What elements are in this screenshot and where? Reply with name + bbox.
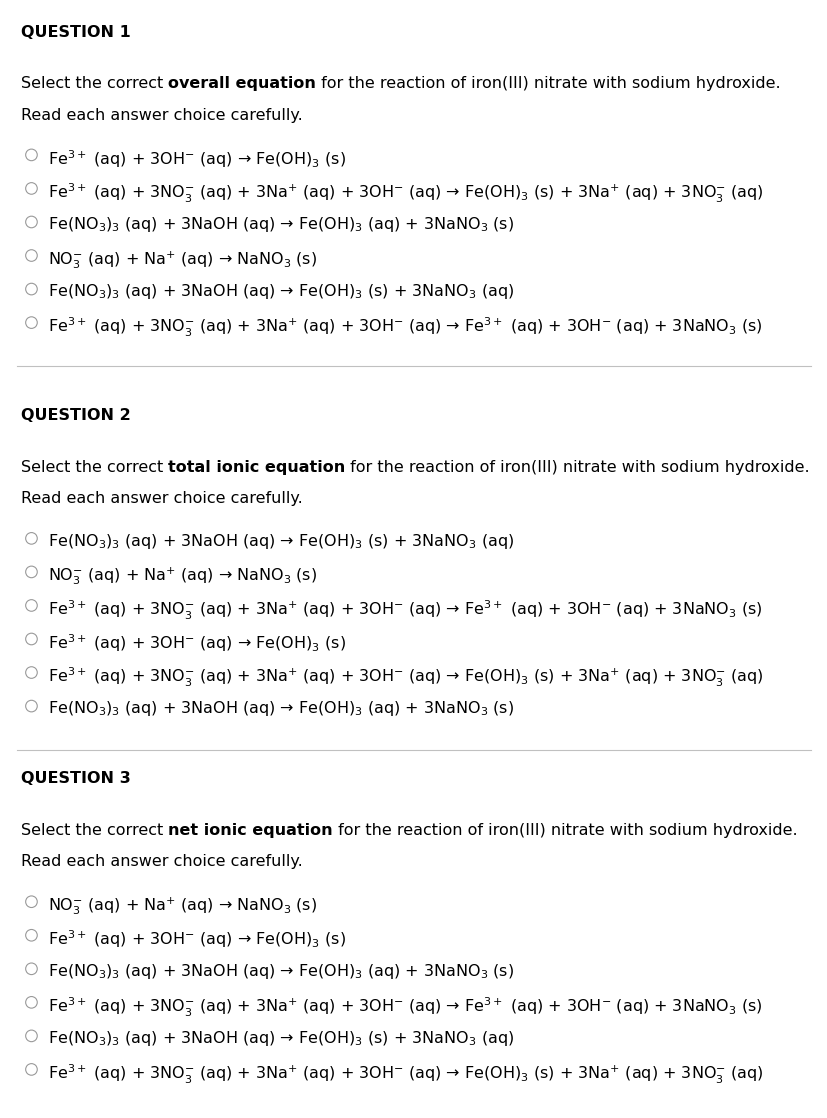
Text: QUESTION 1: QUESTION 1 [21,25,131,39]
Text: NO$_3^{-}$ (aq) + Na$^{+}$ (aq) → NaNO$_3$ (s): NO$_3^{-}$ (aq) + Na$^{+}$ (aq) → NaNO$_… [48,249,317,271]
Text: Fe$^{3+}$ (aq) + 3OH$^{-}$ (aq) → Fe(OH)$_3$ (s): Fe$^{3+}$ (aq) + 3OH$^{-}$ (aq) → Fe(OH)… [48,633,346,654]
Text: NO$_3^{-}$ (aq) + Na$^{+}$ (aq) → NaNO$_3$ (s): NO$_3^{-}$ (aq) + Na$^{+}$ (aq) → NaNO$_… [48,896,317,917]
Text: QUESTION 3: QUESTION 3 [21,771,131,786]
Text: Fe$^{3+}$ (aq) + 3OH$^{-}$ (aq) → Fe(OH)$_3$ (s): Fe$^{3+}$ (aq) + 3OH$^{-}$ (aq) → Fe(OH)… [48,149,346,170]
Text: QUESTION 2: QUESTION 2 [21,408,131,423]
Text: for the reaction of iron(III) nitrate with sodium hydroxide.: for the reaction of iron(III) nitrate wi… [316,76,780,92]
Text: total ionic equation: total ionic equation [168,459,345,475]
Text: NO$_3^{-}$ (aq) + Na$^{+}$ (aq) → NaNO$_3$ (s): NO$_3^{-}$ (aq) + Na$^{+}$ (aq) → NaNO$_… [48,566,317,587]
Text: Fe$^{3+}$ (aq) + 3NO$_3^{-}$ (aq) + 3Na$^{+}$ (aq) + 3OH$^{-}$ (aq) → Fe(OH)$_3$: Fe$^{3+}$ (aq) + 3NO$_3^{-}$ (aq) + 3Na$… [48,666,762,689]
Text: net ionic equation: net ionic equation [168,823,332,838]
Text: Fe$^{3+}$ (aq) + 3NO$_3^{-}$ (aq) + 3Na$^{+}$ (aq) + 3OH$^{-}$ (aq) → Fe(OH)$_3$: Fe$^{3+}$ (aq) + 3NO$_3^{-}$ (aq) + 3Na$… [48,182,762,205]
Text: Fe$^{3+}$ (aq) + 3NO$_3^{-}$ (aq) + 3Na$^{+}$ (aq) + 3OH$^{-}$ (aq) → Fe$^{3+}$ : Fe$^{3+}$ (aq) + 3NO$_3^{-}$ (aq) + 3Na$… [48,599,762,622]
Text: Read each answer choice carefully.: Read each answer choice carefully. [21,491,302,506]
Text: Read each answer choice carefully.: Read each answer choice carefully. [21,107,302,123]
Text: Fe$^{3+}$ (aq) + 3NO$_3^{-}$ (aq) + 3Na$^{+}$ (aq) + 3OH$^{-}$ (aq) → Fe(OH)$_3$: Fe$^{3+}$ (aq) + 3NO$_3^{-}$ (aq) + 3Na$… [48,1063,762,1086]
Text: overall equation: overall equation [168,76,316,92]
Text: Fe(NO$_3$)$_3$ (aq) + 3NaOH (aq) → Fe(OH)$_3$ (s) + 3NaNO$_3$ (aq): Fe(NO$_3$)$_3$ (aq) + 3NaOH (aq) → Fe(OH… [48,1030,514,1049]
Text: for the reaction of iron(III) nitrate with sodium hydroxide.: for the reaction of iron(III) nitrate wi… [332,823,796,838]
Text: Select the correct: Select the correct [21,459,168,475]
Text: Fe(NO$_3$)$_3$ (aq) + 3NaOH (aq) → Fe(OH)$_3$ (aq) + 3NaNO$_3$ (s): Fe(NO$_3$)$_3$ (aq) + 3NaOH (aq) → Fe(OH… [48,963,514,982]
Text: Fe$^{3+}$ (aq) + 3NO$_3^{-}$ (aq) + 3Na$^{+}$ (aq) + 3OH$^{-}$ (aq) → Fe$^{3+}$ : Fe$^{3+}$ (aq) + 3NO$_3^{-}$ (aq) + 3Na$… [48,316,762,339]
Text: Select the correct: Select the correct [21,823,168,838]
Text: Fe(NO$_3$)$_3$ (aq) + 3NaOH (aq) → Fe(OH)$_3$ (aq) + 3NaNO$_3$ (s): Fe(NO$_3$)$_3$ (aq) + 3NaOH (aq) → Fe(OH… [48,700,514,719]
Text: Select the correct: Select the correct [21,76,168,92]
Text: Fe$^{3+}$ (aq) + 3NO$_3^{-}$ (aq) + 3Na$^{+}$ (aq) + 3OH$^{-}$ (aq) → Fe$^{3+}$ : Fe$^{3+}$ (aq) + 3NO$_3^{-}$ (aq) + 3Na$… [48,996,762,1018]
Text: for the reaction of iron(III) nitrate with sodium hydroxide.: for the reaction of iron(III) nitrate wi… [345,459,809,475]
Text: Fe(NO$_3$)$_3$ (aq) + 3NaOH (aq) → Fe(OH)$_3$ (s) + 3NaNO$_3$ (aq): Fe(NO$_3$)$_3$ (aq) + 3NaOH (aq) → Fe(OH… [48,283,514,302]
Text: Read each answer choice carefully.: Read each answer choice carefully. [21,854,302,870]
Text: Fe(NO$_3$)$_3$ (aq) + 3NaOH (aq) → Fe(OH)$_3$ (aq) + 3NaNO$_3$ (s): Fe(NO$_3$)$_3$ (aq) + 3NaOH (aq) → Fe(OH… [48,216,514,235]
Text: Fe$^{3+}$ (aq) + 3OH$^{-}$ (aq) → Fe(OH)$_3$ (s): Fe$^{3+}$ (aq) + 3OH$^{-}$ (aq) → Fe(OH)… [48,929,346,950]
Text: Fe(NO$_3$)$_3$ (aq) + 3NaOH (aq) → Fe(OH)$_3$ (s) + 3NaNO$_3$ (aq): Fe(NO$_3$)$_3$ (aq) + 3NaOH (aq) → Fe(OH… [48,532,514,551]
